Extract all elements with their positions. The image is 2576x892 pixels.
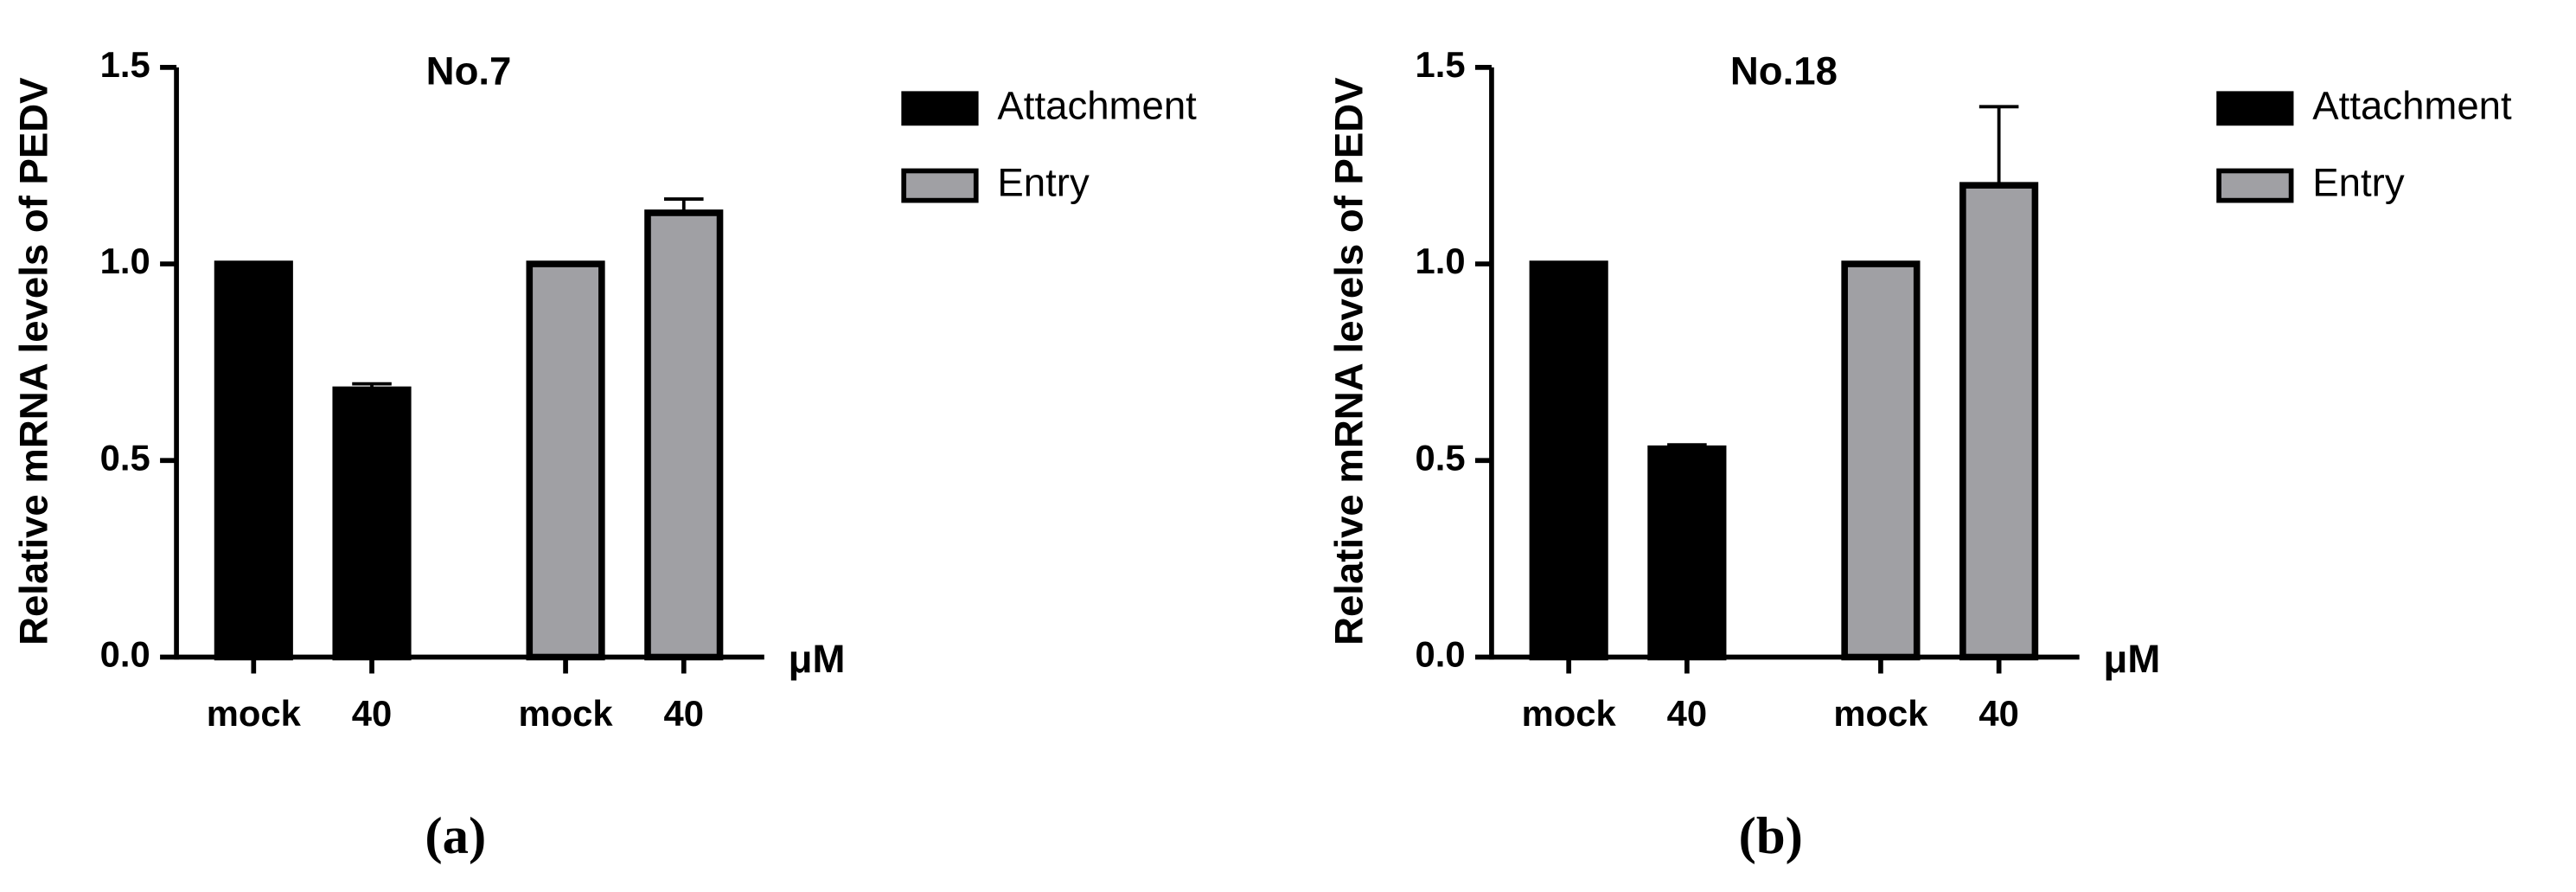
x-tick-label: 40 [1978,693,2018,734]
legend-swatch [901,168,979,203]
bar [644,209,724,661]
x-tick-label: mock [1522,693,1617,734]
y-tick-label: 0.5 [100,437,150,478]
caption: (b) [1739,807,1803,865]
legend-label: Entry [997,161,1090,205]
y-tick-label: 1.5 [1415,44,1465,85]
y-axis-label: Relative mRNA levels of PEDV [12,77,56,645]
legend-swatch [901,91,979,126]
y-tick-label: 0.0 [1415,634,1465,675]
chart-title: No.18 [1730,48,1838,93]
y-axis-label: Relative mRNA levels of PEDV [1327,77,1371,645]
bar [1647,445,1727,661]
x-tick-label: 40 [1667,693,1707,734]
legend-label: Attachment [997,83,1197,127]
bar [1841,260,1921,661]
x-tick-label: 40 [352,693,392,734]
y-tick-label: 1.5 [100,44,150,85]
y-tick-label: 0.0 [100,634,150,675]
y-tick-label: 1.0 [100,241,150,281]
bar [1529,260,1608,661]
x-tick-label: mock [207,693,302,734]
y-tick-label: 1.0 [1415,241,1465,281]
x-axis-unit: μM [2104,637,2161,681]
caption: (a) [425,807,486,865]
legend-swatch [2216,168,2294,203]
legend-label: Entry [2312,161,2405,205]
chart-title: No.7 [426,48,512,93]
bar [1959,182,2039,661]
y-tick-label: 0.5 [1415,437,1465,478]
legend-swatch [2216,91,2294,126]
bar [526,260,605,661]
x-tick-label: mock [1833,693,1928,734]
legend-label: Attachment [2312,83,2512,127]
bar [214,260,293,661]
x-tick-label: mock [519,693,614,734]
x-tick-label: 40 [664,693,704,734]
x-axis-unit: μM [789,637,846,681]
bar [332,386,412,661]
